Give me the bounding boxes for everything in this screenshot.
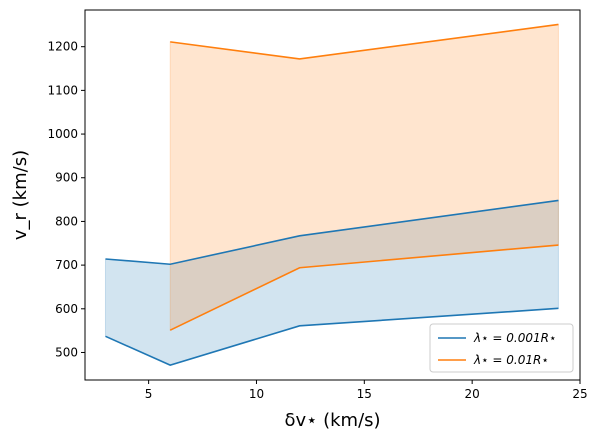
- legend-label-series-1: λ⋆ = 0.001R⋆: [473, 331, 557, 345]
- y-axis-label: v_r (km/s): [10, 150, 31, 240]
- upper-line-series-1: [105, 199, 559, 266]
- y-tick-label: 500: [55, 345, 78, 359]
- y-tick-label: 700: [55, 258, 78, 272]
- x-axis-ticks: 5 10 15 20 25: [145, 380, 588, 401]
- x-tick-label: 15: [357, 387, 372, 401]
- y-tick-label: 1000: [47, 127, 78, 141]
- x-tick-label: 10: [249, 387, 264, 401]
- y-axis-ticks: 500 600 700 800 900 1000 1100 1200: [47, 40, 85, 359]
- upper-line-series-2: [170, 23, 559, 60]
- x-tick-label: 25: [572, 387, 587, 401]
- legend: λ⋆ = 0.001R⋆ λ⋆ = 0.01R⋆: [429, 323, 574, 373]
- y-tick-label: 800: [55, 214, 78, 228]
- x-tick-label: 5: [145, 387, 153, 401]
- x-tick-label: 20: [465, 387, 480, 401]
- y-tick-label: 1200: [47, 40, 78, 54]
- lower-line-series-1: [105, 307, 559, 366]
- y-tick-label: 900: [55, 171, 78, 185]
- series-lines: [105, 23, 559, 366]
- y-tick-label: 1100: [47, 83, 78, 97]
- lower-line-series-2: [169, 244, 559, 331]
- plot-frame: [84, 9, 581, 381]
- y-tick-label: 600: [55, 302, 78, 316]
- legend-label-series-2: λ⋆ = 0.01R⋆: [473, 353, 549, 367]
- x-axis-label: δv⋆ (km/s): [284, 410, 380, 431]
